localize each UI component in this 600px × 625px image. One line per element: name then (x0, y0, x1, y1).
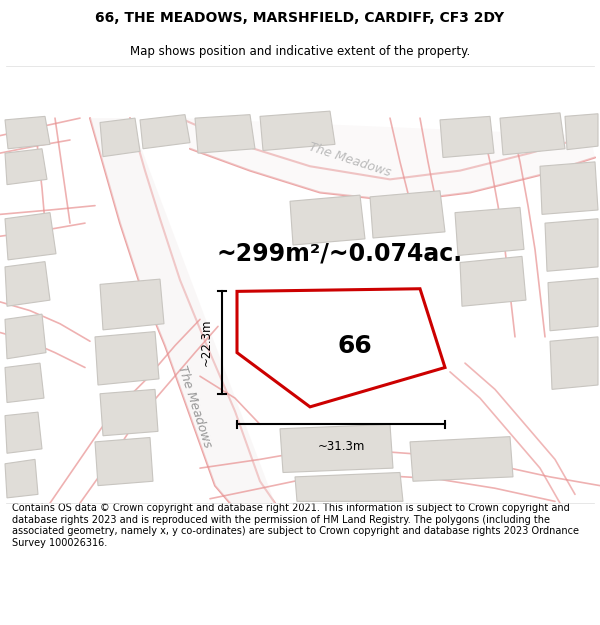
Polygon shape (5, 459, 38, 498)
Polygon shape (90, 118, 275, 503)
Text: Map shows position and indicative extent of the property.: Map shows position and indicative extent… (130, 45, 470, 58)
Text: Contains OS data © Crown copyright and database right 2021. This information is : Contains OS data © Crown copyright and d… (12, 503, 579, 548)
Text: ~31.3m: ~31.3m (317, 440, 365, 453)
Polygon shape (440, 116, 494, 158)
Polygon shape (260, 111, 335, 151)
Polygon shape (500, 113, 565, 155)
Text: 66: 66 (338, 334, 373, 357)
Polygon shape (460, 256, 526, 306)
Polygon shape (540, 162, 598, 214)
Polygon shape (5, 363, 44, 403)
Polygon shape (95, 332, 159, 385)
Polygon shape (5, 213, 56, 260)
Polygon shape (370, 191, 445, 238)
Polygon shape (5, 149, 47, 184)
Text: 66, THE MEADOWS, MARSHFIELD, CARDIFF, CF3 2DY: 66, THE MEADOWS, MARSHFIELD, CARDIFF, CF… (95, 11, 505, 26)
Polygon shape (5, 412, 42, 453)
Text: ~22.3m: ~22.3m (199, 319, 212, 366)
Polygon shape (180, 118, 595, 201)
Polygon shape (100, 279, 164, 330)
Polygon shape (5, 116, 50, 149)
Polygon shape (5, 314, 46, 359)
Polygon shape (5, 262, 50, 306)
Text: ~299m²/~0.074ac.: ~299m²/~0.074ac. (217, 242, 463, 266)
Text: The Meadows: The Meadows (307, 141, 393, 179)
Polygon shape (100, 389, 158, 436)
Polygon shape (195, 114, 255, 153)
Text: The Meadows: The Meadows (176, 364, 214, 449)
Polygon shape (455, 208, 524, 256)
Polygon shape (95, 438, 153, 486)
Polygon shape (550, 337, 598, 389)
Polygon shape (410, 437, 513, 481)
Polygon shape (100, 118, 140, 157)
Polygon shape (290, 195, 365, 245)
Polygon shape (280, 424, 393, 472)
Polygon shape (548, 278, 598, 331)
Polygon shape (140, 114, 190, 149)
Polygon shape (545, 219, 598, 271)
Polygon shape (295, 472, 403, 501)
Polygon shape (565, 114, 598, 149)
Polygon shape (237, 289, 445, 407)
